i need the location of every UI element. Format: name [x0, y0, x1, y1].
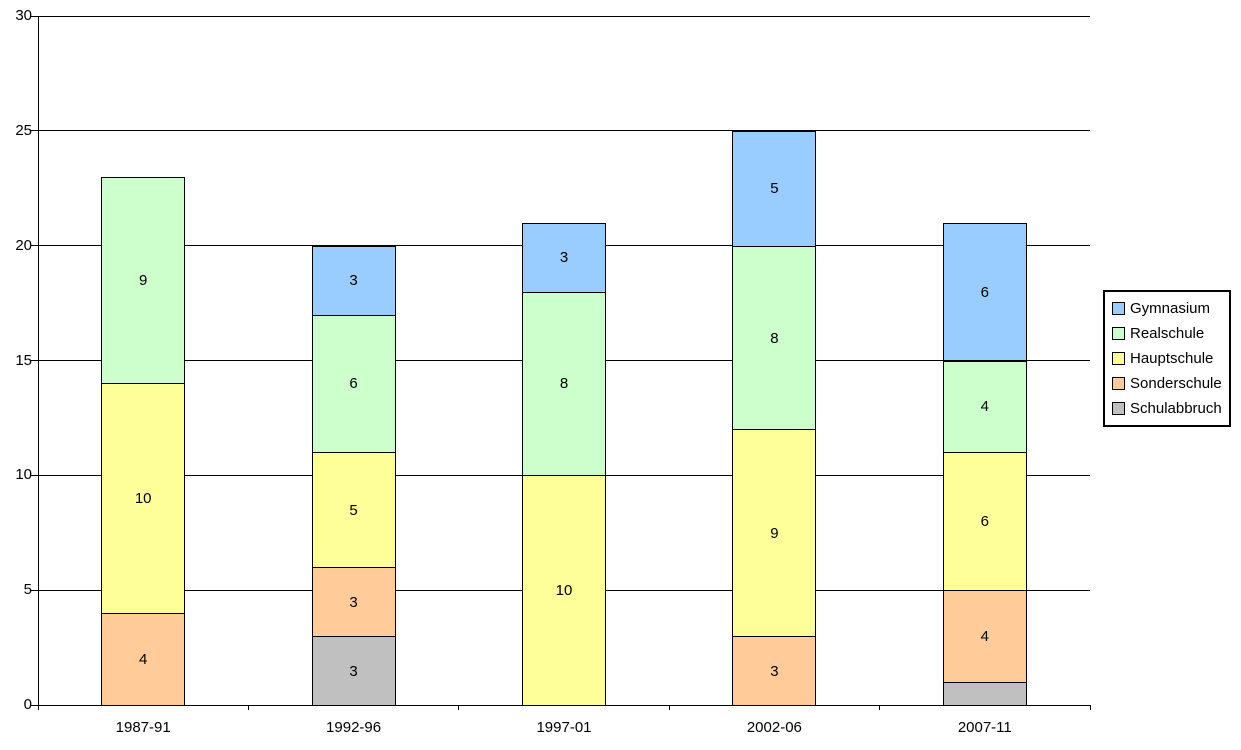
segment-value-label: 8 [770, 329, 779, 347]
x-axis-label: 1997-01 [536, 719, 592, 736]
legend-item-realschule: Realschule [1112, 325, 1229, 342]
segment-value-label: 4 [980, 628, 989, 646]
x-axis-label: 2002-06 [746, 719, 802, 736]
bar-segment-schulabbruch [942, 682, 1027, 706]
y-axis-tick [31, 130, 38, 132]
y-axis-tick [31, 15, 38, 17]
bar-segment-gymnasium: 3 [522, 222, 606, 293]
x-axis-tick [668, 705, 670, 710]
legend-swatch-icon [1112, 327, 1125, 340]
bar-segment-realschule: 9 [101, 176, 186, 385]
legend-swatch-icon [1112, 377, 1125, 390]
x-axis-tick [37, 705, 39, 710]
segment-value-label: 8 [559, 375, 569, 393]
y-axis-line [37, 16, 39, 710]
x-axis-tick [458, 705, 460, 710]
bar-segment-hauptschule: 6 [942, 452, 1027, 592]
y-axis-tick [31, 245, 38, 247]
legend-item-gymnasium: Gymnasium [1112, 300, 1229, 317]
bar-segment-realschule: 8 [522, 291, 606, 477]
x-axis-tick [879, 705, 881, 710]
segment-value-label: 3 [349, 272, 358, 290]
y-tick-label: 15 [15, 351, 32, 369]
y-tick-label: 20 [15, 236, 32, 254]
y-tick-label: 0 [23, 696, 32, 713]
y-tick-label: 25 [15, 121, 32, 139]
segment-value-label: 6 [980, 283, 989, 301]
legend-label: Schulabbruch [1130, 400, 1222, 417]
bar-segment-hauptschule: 10 [522, 475, 606, 706]
y-axis-tick [31, 360, 38, 361]
y-tick-label: 5 [23, 581, 32, 599]
legend-label: Sonderschule [1130, 375, 1222, 392]
legend-item-hauptschule: Hauptschule [1112, 350, 1229, 367]
bar-segment-sonderschule: 3 [311, 567, 396, 638]
bar-segment-sonderschule: 3 [732, 636, 817, 706]
y-axis-tick [31, 589, 38, 591]
legend-swatch-icon [1112, 402, 1125, 415]
bar-segment-hauptschule: 9 [732, 429, 817, 638]
segment-value-label: 10 [134, 490, 152, 508]
grid-line [38, 130, 1090, 132]
bar-segment-hauptschule: 10 [101, 383, 186, 615]
bar-segment-gymnasium: 6 [942, 222, 1027, 362]
legend-item-sonderschule: Sonderschule [1112, 375, 1229, 392]
segment-value-label: 9 [770, 524, 779, 542]
bar-segment-realschule: 6 [311, 314, 396, 454]
y-axis-tick [31, 704, 38, 706]
legend-swatch-icon [1112, 302, 1125, 315]
segment-value-label: 3 [559, 249, 569, 267]
segment-value-label: 6 [980, 513, 989, 531]
y-tick-label: 30 [15, 7, 32, 24]
x-axis-tick [247, 705, 249, 710]
bar-segment-realschule: 4 [942, 360, 1027, 454]
y-axis-tick [31, 474, 38, 476]
bar-segment-sonderschule: 4 [942, 590, 1027, 684]
bar-segment-schulabbruch: 3 [311, 636, 396, 706]
segment-value-label: 5 [349, 501, 358, 519]
legend-swatch-icon [1112, 352, 1125, 365]
bar-segment-hauptschule: 5 [311, 452, 396, 569]
x-axis-label: 2007-11 [957, 719, 1012, 736]
segment-value-label: 3 [770, 662, 779, 680]
grid-line [38, 15, 1090, 17]
legend-label: Gymnasium [1130, 300, 1211, 317]
bar-segment-realschule: 8 [732, 245, 817, 431]
segment-value-label: 3 [349, 593, 358, 611]
legend-label: Hauptschule [1130, 350, 1214, 367]
segment-value-label: 4 [980, 398, 989, 416]
segment-value-label: 5 [770, 180, 779, 198]
x-axis-label: 1992-96 [326, 719, 382, 736]
bar-segment-gymnasium: 3 [311, 245, 396, 316]
x-axis-label: 1987-91 [115, 719, 171, 736]
segment-value-label: 10 [555, 582, 573, 600]
segment-value-label: 6 [349, 375, 358, 393]
legend-label: Realschule [1130, 325, 1205, 342]
x-axis-tick [1089, 705, 1091, 710]
y-tick-label: 10 [15, 466, 32, 484]
chart-legend: Gymnasium Realschule Hauptschule Sonderschu… [1103, 290, 1231, 427]
segment-value-label: 4 [139, 651, 148, 669]
bar-segment-gymnasium: 5 [732, 130, 817, 247]
bar-segment-sonderschule: 4 [101, 613, 186, 706]
segment-value-label: 3 [349, 662, 358, 680]
segment-value-label: 9 [139, 272, 148, 290]
legend-item-schulabbruch: Schulabbruch [1112, 400, 1229, 417]
